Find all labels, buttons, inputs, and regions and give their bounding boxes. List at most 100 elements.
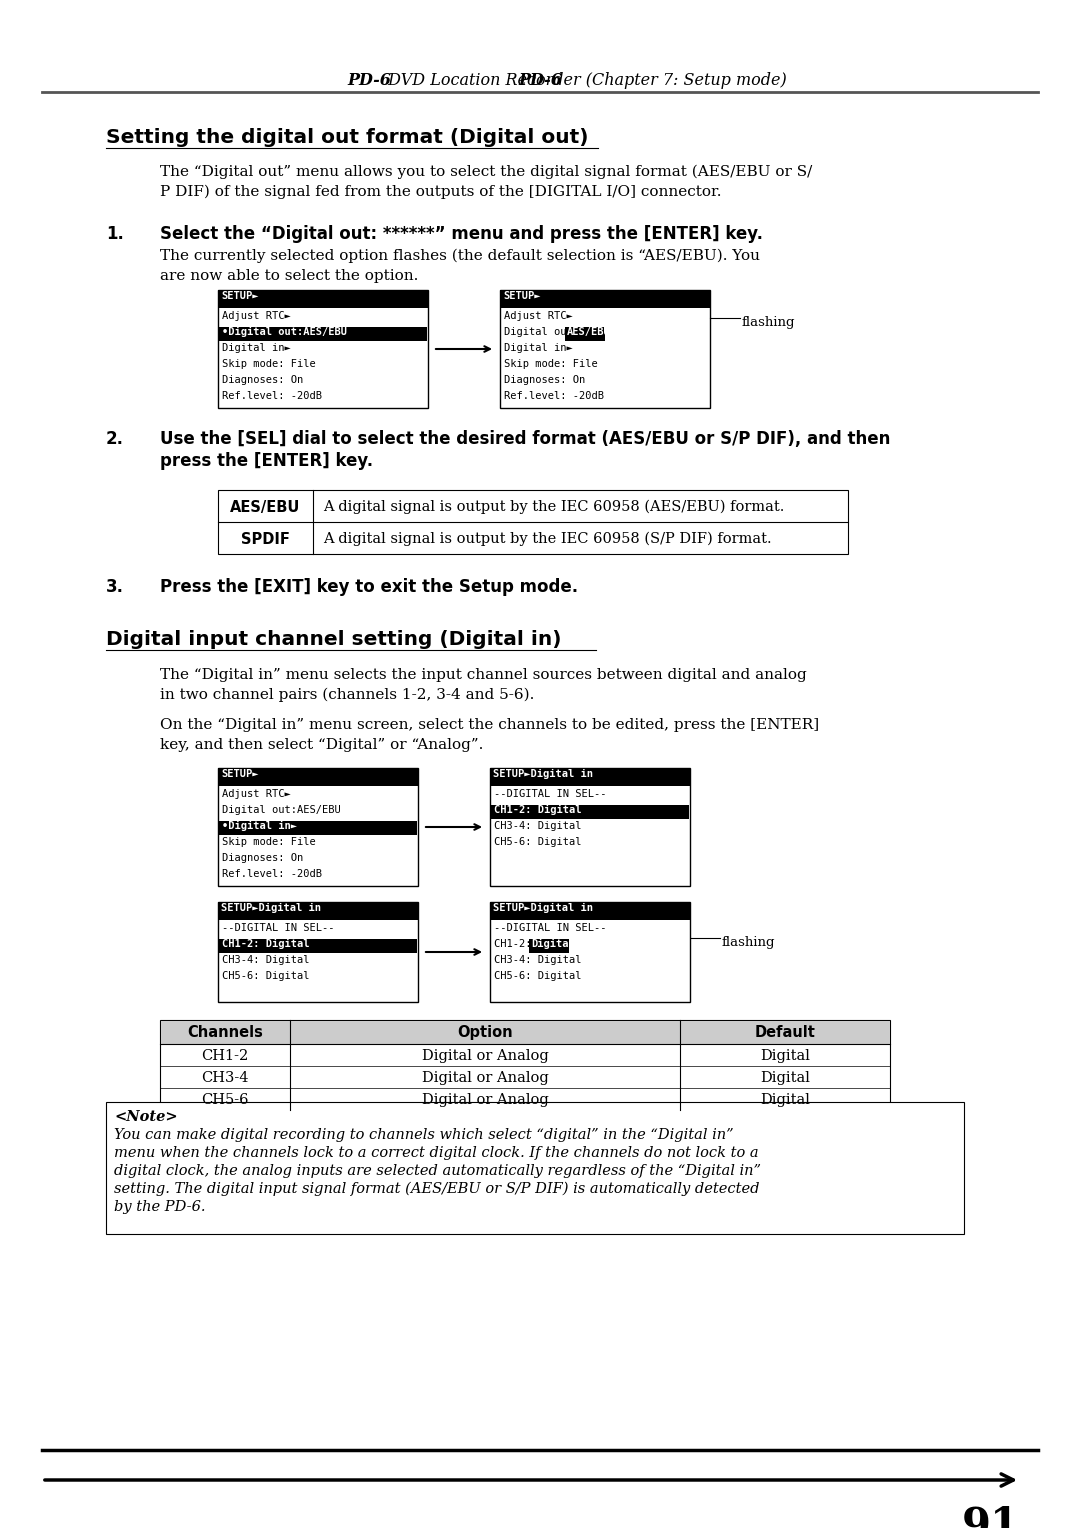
Bar (500, 290, 710, 309)
Text: Adjust RTC►: Adjust RTC► (222, 312, 291, 321)
Text: Default: Default (755, 1025, 815, 1041)
Text: Skip mode: File: Skip mode: File (222, 837, 315, 847)
Text: Digital in►: Digital in► (222, 342, 291, 353)
Bar (490, 769, 690, 785)
Text: --DIGITAL IN SEL--: --DIGITAL IN SEL-- (494, 923, 607, 934)
Text: PD-6: PD-6 (347, 72, 391, 89)
Text: 91: 91 (962, 1505, 1020, 1528)
Bar (218, 902, 418, 920)
Text: AES/EBU: AES/EBU (230, 500, 300, 515)
Text: Digital or Analog: Digital or Analog (421, 1050, 549, 1063)
Text: Diagnoses: On: Diagnoses: On (504, 374, 585, 385)
Text: Digital or Analog: Digital or Analog (421, 1093, 549, 1106)
Text: flashing: flashing (723, 937, 775, 949)
Text: CH5-6: Digital: CH5-6: Digital (222, 970, 310, 981)
Text: flashing: flashing (742, 316, 796, 329)
Text: CH1-2:: CH1-2: (494, 940, 538, 949)
Text: by the PD-6.: by the PD-6. (114, 1199, 205, 1215)
Text: Digital input channel setting (Digital in): Digital input channel setting (Digital i… (106, 630, 562, 649)
Text: SETUP►: SETUP► (221, 290, 258, 301)
Text: CH1-2: CH1-2 (201, 1050, 248, 1063)
Text: SETUP►Digital in: SETUP►Digital in (492, 769, 593, 779)
Bar (490, 769, 690, 886)
Text: The currently selected option flashes (the default selection is “AES/EBU). You: The currently selected option flashes (t… (160, 249, 760, 263)
Text: Select the “Digital out: ******” menu and press the [ENTER] key.: Select the “Digital out: ******” menu an… (160, 225, 762, 243)
Text: CH5-6: Digital: CH5-6: Digital (494, 970, 581, 981)
Text: DVD Location Recorder (Chapter 7: Setup mode): DVD Location Recorder (Chapter 7: Setup … (383, 72, 786, 89)
Text: Diagnoses: On: Diagnoses: On (222, 374, 303, 385)
Text: CH1-2: Digital: CH1-2: Digital (222, 940, 310, 949)
Text: CH5-6: CH5-6 (201, 1093, 248, 1106)
Text: in two channel pairs (channels 1-2, 3-4 and 5-6).: in two channel pairs (channels 1-2, 3-4 … (160, 688, 535, 703)
Text: 1.: 1. (106, 225, 124, 243)
Text: <Note>: <Note> (114, 1109, 177, 1125)
Text: Press the [EXIT] key to exit the Setup mode.: Press the [EXIT] key to exit the Setup m… (160, 578, 578, 596)
Bar (218, 290, 428, 309)
Bar (500, 290, 710, 408)
Text: Digital or Analog: Digital or Analog (421, 1071, 549, 1085)
Text: Ref.level: -20dB: Ref.level: -20dB (222, 391, 322, 400)
Text: A digital signal is output by the IEC 60958 (AES/EBU) format.: A digital signal is output by the IEC 60… (323, 500, 784, 515)
Text: SETUP►: SETUP► (503, 290, 540, 301)
Text: --DIGITAL IN SEL--: --DIGITAL IN SEL-- (222, 923, 335, 934)
Text: setting. The digital input signal format (AES/EBU or S/P DIF) is automatically d: setting. The digital input signal format… (114, 1183, 759, 1196)
Bar (565, 327, 605, 341)
Text: Adjust RTC►: Adjust RTC► (504, 312, 572, 321)
Text: CH5-6: Digital: CH5-6: Digital (494, 837, 581, 847)
Text: 2.: 2. (106, 429, 124, 448)
Text: The “Digital in” menu selects the input channel sources between digital and anal: The “Digital in” menu selects the input … (160, 668, 807, 681)
Bar (218, 290, 428, 408)
Text: The “Digital out” menu allows you to select the digital signal format (AES/EBU o: The “Digital out” menu allows you to sel… (160, 165, 812, 179)
Bar (490, 902, 690, 1002)
Text: digital clock, the analog inputs are selected automatically regardless of the “D: digital clock, the analog inputs are sel… (114, 1164, 761, 1178)
Bar (491, 805, 689, 819)
Text: •Digital out:AES/EBU: •Digital out:AES/EBU (222, 327, 347, 338)
Bar (219, 940, 417, 953)
Text: CH1-2: Digital: CH1-2: Digital (494, 805, 581, 814)
Text: P DIF) of the signal fed from the outputs of the [DIGITAL I/O] connector.: P DIF) of the signal fed from the output… (160, 185, 721, 199)
Text: CH3-4: Digital: CH3-4: Digital (222, 955, 310, 966)
Text: Option: Option (457, 1025, 513, 1041)
Text: Digital in►: Digital in► (504, 342, 572, 353)
Bar (219, 327, 427, 341)
Text: CH3-4: Digital: CH3-4: Digital (494, 821, 581, 831)
Text: Digital: Digital (531, 940, 575, 949)
Text: Digital: Digital (760, 1071, 810, 1085)
Text: PD-6: PD-6 (518, 72, 562, 89)
Text: are now able to select the option.: are now able to select the option. (160, 269, 418, 283)
Text: key, and then select “Digital” or “Analog”.: key, and then select “Digital” or “Analo… (160, 738, 484, 752)
Bar (160, 1021, 890, 1109)
Text: Ref.level: -20dB: Ref.level: -20dB (504, 391, 604, 400)
Text: Digital: Digital (760, 1093, 810, 1106)
Bar (218, 902, 418, 1002)
Bar (219, 821, 417, 834)
Text: Digital out:AES/EBU: Digital out:AES/EBU (222, 805, 341, 814)
Bar (218, 769, 418, 785)
Text: Adjust RTC►: Adjust RTC► (222, 788, 291, 799)
Text: Skip mode: File: Skip mode: File (222, 359, 315, 368)
Bar (106, 1102, 964, 1235)
Text: SPDIF: SPDIF (241, 532, 289, 547)
Text: menu when the channels lock to a correct digital clock. If the channels do not l: menu when the channels lock to a correct… (114, 1146, 758, 1160)
Text: A digital signal is output by the IEC 60958 (S/P DIF) format.: A digital signal is output by the IEC 60… (323, 532, 771, 547)
Text: Diagnoses: On: Diagnoses: On (222, 853, 303, 863)
Text: Use the [SEL] dial to select the desired format (AES/EBU or S/P DIF), and then: Use the [SEL] dial to select the desired… (160, 429, 890, 448)
Text: --DIGITAL IN SEL--: --DIGITAL IN SEL-- (494, 788, 607, 799)
Bar (218, 769, 418, 886)
Bar (161, 1021, 890, 1044)
Text: AES/EBU: AES/EBU (567, 327, 610, 338)
Text: CH3-4: Digital: CH3-4: Digital (494, 955, 581, 966)
Bar (218, 490, 848, 555)
Text: Setting the digital out format (Digital out): Setting the digital out format (Digital … (106, 128, 589, 147)
Text: Digital out:: Digital out: (504, 327, 579, 338)
Bar (529, 940, 569, 953)
Text: On the “Digital in” menu screen, select the channels to be edited, press the [EN: On the “Digital in” menu screen, select … (160, 718, 819, 732)
Text: Skip mode: File: Skip mode: File (504, 359, 597, 368)
Text: You can make digital recording to channels which select “digital” in the “Digita: You can make digital recording to channe… (114, 1128, 733, 1141)
Text: •Digital in►: •Digital in► (222, 821, 297, 831)
Text: Digital: Digital (760, 1050, 810, 1063)
Text: Channels: Channels (187, 1025, 262, 1041)
Text: CH3-4: CH3-4 (201, 1071, 248, 1085)
Text: press the [ENTER] key.: press the [ENTER] key. (160, 452, 373, 471)
Text: 3.: 3. (106, 578, 124, 596)
